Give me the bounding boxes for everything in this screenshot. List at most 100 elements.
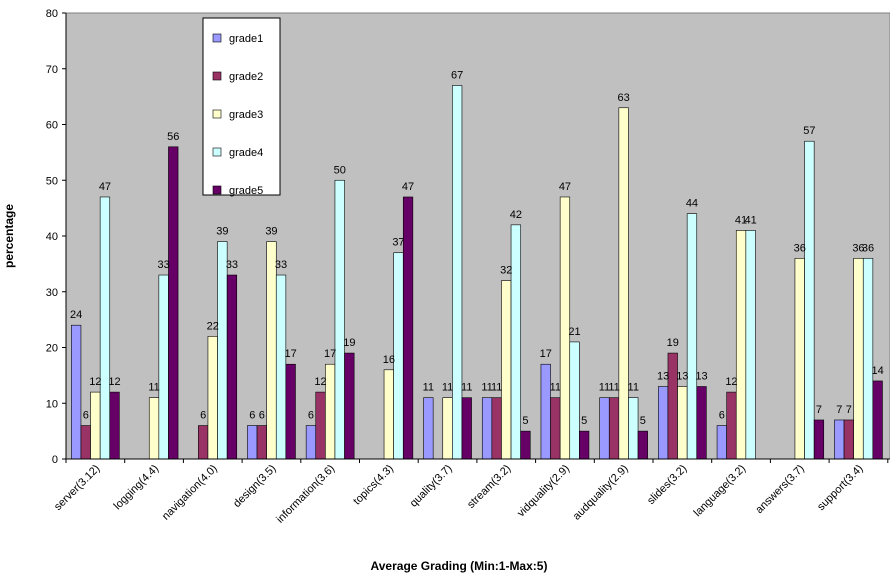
x-axis-title: Average Grading (Min:1-Max:5) bbox=[371, 559, 548, 573]
bar-grade1 bbox=[481, 397, 493, 460]
y-tick-label: 20 bbox=[46, 343, 58, 355]
data-label: 63 bbox=[618, 92, 630, 104]
bar-grade4 bbox=[804, 140, 815, 460]
data-label: 22 bbox=[207, 320, 219, 332]
data-label: 41 bbox=[735, 214, 747, 226]
data-label: 6 bbox=[259, 410, 265, 422]
legend-label: grade4 bbox=[229, 147, 263, 159]
bar-grade4 bbox=[158, 274, 169, 460]
data-label: 14 bbox=[872, 365, 884, 377]
data-label: 19 bbox=[343, 337, 355, 349]
data-label: 13 bbox=[676, 371, 688, 383]
bar-grade2 bbox=[315, 391, 326, 460]
bar-grade5 bbox=[168, 146, 179, 460]
data-label: 56 bbox=[167, 131, 179, 143]
x-axis-ticks: server(3.12) logging(4.4)navigation(4.0) d… bbox=[52, 459, 889, 526]
bar-grade3 bbox=[735, 230, 747, 460]
data-label: 11 bbox=[461, 382, 472, 394]
x-tick-label: design(3.5) bbox=[231, 463, 278, 510]
bar-grade3 bbox=[148, 397, 160, 460]
data-label: 32 bbox=[500, 265, 512, 277]
data-label: 33 bbox=[226, 259, 238, 271]
data-label: 21 bbox=[568, 326, 580, 338]
x-tick-label: vidquality(2.9) bbox=[515, 463, 572, 520]
bar-grade1 bbox=[540, 363, 551, 460]
bar-grade4 bbox=[686, 213, 698, 460]
bar-grade3 bbox=[383, 369, 394, 460]
bar-grade5 bbox=[813, 419, 825, 460]
data-label: 17 bbox=[285, 348, 297, 360]
x-tick-label: quality(3.7) bbox=[408, 463, 455, 510]
bar-grade4 bbox=[862, 257, 874, 460]
data-label: 17 bbox=[540, 348, 552, 360]
bar-grade2 bbox=[667, 352, 678, 460]
bar-grade2 bbox=[491, 397, 502, 460]
bar-grade4 bbox=[393, 252, 404, 460]
bar-grade2 bbox=[843, 419, 854, 460]
bar-grade2 bbox=[256, 425, 267, 460]
bar-grade4 bbox=[275, 274, 287, 460]
x-tick-label: logging(4.4) bbox=[112, 463, 162, 513]
plot-area bbox=[65, 12, 890, 460]
bar-grade3 bbox=[90, 391, 101, 460]
bars bbox=[71, 85, 883, 460]
y-axis-ticks: 0 10 20 30 40 50 60 70 80 bbox=[46, 8, 66, 466]
y-tick-label: 40 bbox=[46, 231, 58, 243]
data-label: 11 bbox=[442, 382, 453, 394]
bar-grade3 bbox=[501, 280, 512, 460]
data-label: 7 bbox=[816, 404, 822, 416]
bar-grade5 bbox=[285, 363, 296, 460]
legend: grade1 grade2 grade3 grade4 grade5 bbox=[202, 17, 281, 197]
bar-grade2 bbox=[608, 397, 620, 460]
data-label: 50 bbox=[334, 164, 346, 176]
bar-grade3 bbox=[853, 257, 864, 460]
data-label: 12 bbox=[314, 376, 326, 388]
data-label: 47 bbox=[99, 181, 111, 193]
data-label: 36 bbox=[794, 242, 806, 254]
data-label: 6 bbox=[200, 410, 206, 422]
y-tick-label: 0 bbox=[52, 454, 58, 466]
data-label: 19 bbox=[667, 337, 679, 349]
bar-grade3 bbox=[442, 397, 453, 460]
bar-grade4 bbox=[99, 196, 111, 460]
data-label: 11 bbox=[491, 382, 502, 394]
legend-label: grade5 bbox=[229, 185, 263, 197]
bar-grade3 bbox=[618, 107, 629, 460]
data-label: 11 bbox=[608, 382, 619, 394]
bar-grade3 bbox=[207, 336, 218, 460]
legend-box bbox=[202, 17, 281, 196]
data-label: 5 bbox=[581, 415, 587, 427]
x-tick-label: answers(3.7) bbox=[753, 463, 806, 516]
legend-swatch bbox=[212, 71, 222, 81]
bar-grade1 bbox=[247, 425, 258, 460]
bar-grade4 bbox=[745, 230, 756, 460]
data-label: 39 bbox=[265, 226, 277, 238]
data-label: 5 bbox=[522, 415, 528, 427]
bar-grade3 bbox=[794, 257, 805, 460]
y-tick-label: 30 bbox=[46, 287, 58, 299]
bar-grade1 bbox=[716, 425, 727, 460]
data-label: 11 bbox=[599, 382, 610, 394]
bar-grade5 bbox=[520, 430, 531, 460]
bar-grade5 bbox=[579, 430, 590, 460]
bar-grade4 bbox=[510, 224, 521, 460]
legend-items: grade1 grade2 grade3 grade4 grade5 bbox=[212, 33, 263, 197]
x-tick-label: slides(3.2) bbox=[645, 463, 689, 507]
legend-swatch bbox=[212, 109, 222, 119]
data-label: 12 bbox=[89, 376, 101, 388]
data-label: 6 bbox=[719, 410, 725, 422]
legend-label: grade1 bbox=[229, 33, 263, 45]
bar-grade1 bbox=[834, 419, 845, 460]
data-label: 37 bbox=[392, 237, 404, 249]
bar-grade1 bbox=[599, 397, 610, 460]
y-tick-label: 70 bbox=[46, 64, 58, 76]
y-tick-label: 50 bbox=[46, 175, 58, 187]
x-tick-label: language(3.2) bbox=[692, 463, 748, 519]
data-label: 11 bbox=[423, 382, 434, 394]
legend-swatch bbox=[212, 185, 222, 195]
bar-grade1 bbox=[71, 324, 82, 460]
bar-grade5 bbox=[402, 196, 414, 460]
bar-grade2 bbox=[726, 391, 737, 460]
y-tick-label: 60 bbox=[46, 120, 58, 132]
